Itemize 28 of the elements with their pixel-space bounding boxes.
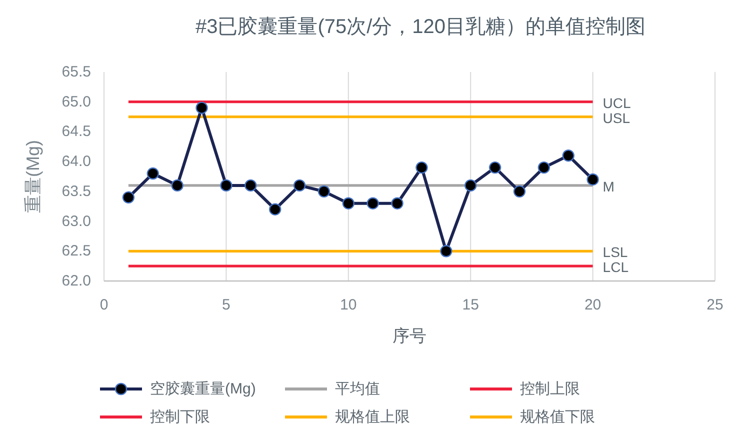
x-tick-label: 20: [584, 296, 602, 314]
legend-label: 空胶囊重量(Mg): [150, 380, 256, 398]
y-tick-label: 65.5: [62, 64, 91, 80]
x-tick-label: 0: [100, 296, 108, 314]
y-tick-label: 63.0: [62, 212, 91, 230]
legend-label: 控制上限: [520, 380, 580, 398]
data-label: LCL: [602, 259, 629, 276]
x-tick-label: 5: [222, 296, 230, 314]
data-label: LSL: [602, 244, 628, 260]
x-tick-label: 10: [340, 296, 357, 314]
data-label: USL: [602, 110, 630, 126]
y-axis-title: 重量(Mg): [23, 140, 43, 213]
data-label: UCL: [602, 94, 632, 111]
x-axis-title: 序号: [392, 326, 426, 346]
chart-title: #3已胶囊重量(75次/分，120目乳糖）的单值控制图: [195, 16, 646, 38]
legend-label: 规格值下限: [520, 408, 595, 426]
legend-label: 平均值: [335, 380, 380, 398]
legend-label: 控制下限: [150, 408, 210, 426]
y-tick-label: 62.0: [62, 272, 91, 290]
legend-label: 规格值上限: [335, 408, 410, 426]
y-tick-label: 64.0: [62, 153, 91, 170]
x-tick-label: 25: [706, 296, 724, 314]
y-tick-label: 64.5: [62, 123, 91, 140]
x-tick-label: 15: [462, 296, 479, 314]
y-tick-label: 63.5: [62, 182, 91, 200]
data-label: M: [602, 178, 614, 194]
y-tick-label: 62.5: [62, 242, 91, 260]
y-tick-label: 65.0: [62, 93, 91, 110]
